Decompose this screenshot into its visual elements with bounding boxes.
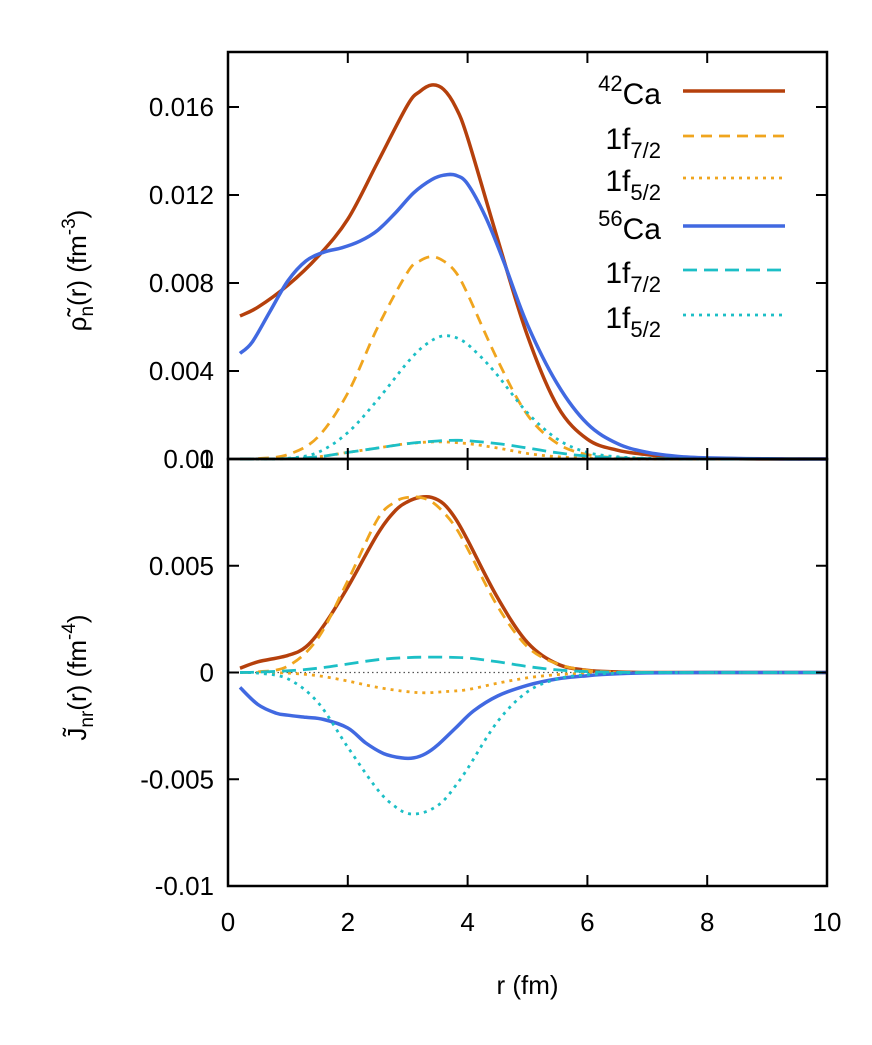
bottom-series-line-5 xyxy=(239,671,827,816)
y-tick-label: 0.004 xyxy=(149,356,214,386)
y-tick-label: -0.01 xyxy=(155,871,214,901)
x-axis-label: r (fm) xyxy=(496,970,558,1000)
x-tick-label: 6 xyxy=(580,907,594,937)
x-tick-label: 4 xyxy=(460,907,474,937)
y-tick-label: 0.012 xyxy=(149,180,214,210)
top-series-line-3 xyxy=(238,172,828,461)
y-tick-label: -0.005 xyxy=(140,764,214,794)
top-y-tick-labels: 0 0.004 0.008 0.012 0.016 xyxy=(149,92,214,474)
legend-label-3: 56Ca xyxy=(598,206,661,246)
top-series-line-5 xyxy=(239,334,827,461)
y-tick-label: 0 xyxy=(200,658,214,688)
y-tick-label: 0.005 xyxy=(149,551,214,581)
top-y-axis-label: ρ̃n(r) (fm-3) xyxy=(59,210,98,332)
x-tick-label: 0 xyxy=(221,907,235,937)
legend-label-0: 42Ca xyxy=(598,71,661,111)
x-tick-label: 8 xyxy=(700,907,714,937)
y-tick-label: 0.01 xyxy=(163,444,214,474)
bottom-panel: -0.01 -0.005 0 0.005 0.01 0 2 4 6 8 10 J̃nr(r) (f… xyxy=(59,444,841,1000)
y-tick-label: 0.016 xyxy=(149,92,214,122)
bottom-series-group xyxy=(238,495,828,816)
y-tick-label: 0.008 xyxy=(149,268,214,298)
bottom-series-line-4 xyxy=(239,655,827,674)
legend-label-4: 1f7/2 xyxy=(605,257,661,297)
y-tick-label: 0 xyxy=(200,444,214,474)
x-tick-labels: 0 2 4 6 8 10 xyxy=(221,907,842,937)
bottom-y-tick-labels: -0.01 -0.005 0 0.005 0.01 xyxy=(140,444,214,901)
legend-label-1: 1f7/2 xyxy=(605,123,661,163)
legend-label-2: 1f5/2 xyxy=(605,165,661,205)
bottom-series-line-0 xyxy=(239,495,827,675)
bottom-y-axis-label: J̃nr(r) (fm-4) xyxy=(59,614,98,740)
bottom-plot-frame xyxy=(226,457,829,888)
bottom-series-line-1 xyxy=(239,495,827,674)
x-tick-label: 10 xyxy=(813,907,842,937)
x-tick-label: 2 xyxy=(341,907,355,937)
legend-label-5: 1f5/2 xyxy=(605,302,661,342)
